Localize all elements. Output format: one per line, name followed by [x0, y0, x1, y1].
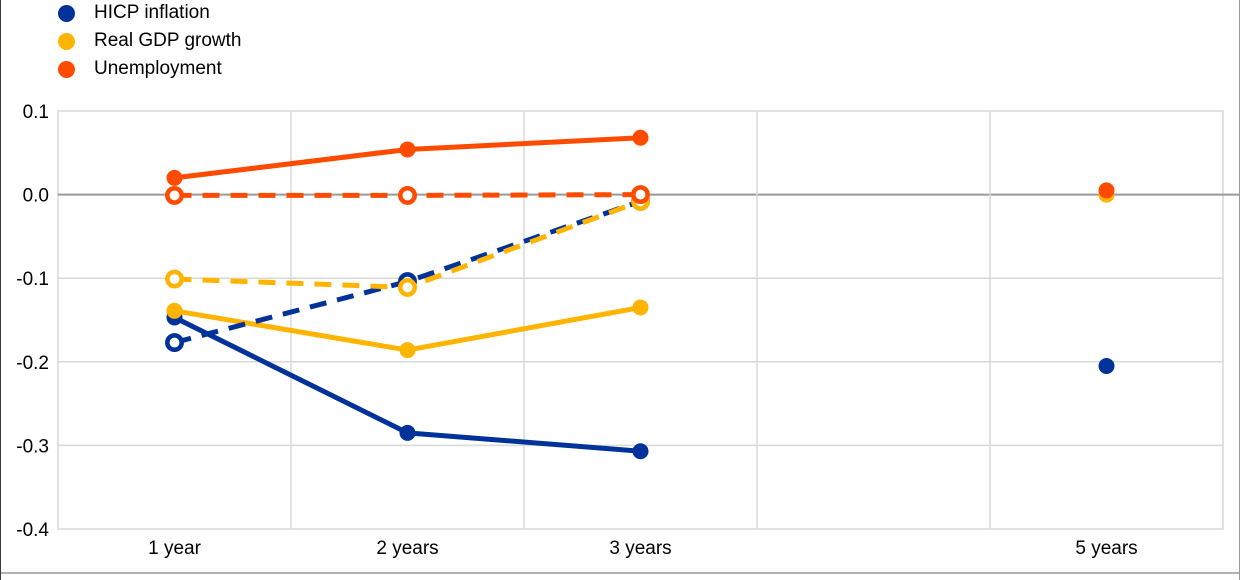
legend-dot-real-gdp-growth	[58, 32, 75, 50]
y-tick-label: -0.3	[16, 436, 49, 457]
series-marker-hicp-inflation	[632, 443, 649, 460]
y-tick-label: -0.4	[16, 520, 49, 541]
series-marker-hicp-inflation-dashed	[165, 333, 184, 353]
legend-label: Real GDP growth	[94, 30, 242, 51]
plot-border	[57, 110, 1224, 530]
series-marker-unemployment-dashed	[398, 185, 417, 205]
series-marker-unemployment	[632, 129, 649, 146]
series-marker-unemployment	[1098, 182, 1115, 199]
series-marker-real-gdp-growth-dashed	[165, 269, 184, 289]
y-tick-label: 0.0	[23, 186, 49, 207]
chart-legend: HICP inflation Real GDP growth Unemploym…	[58, 0, 242, 83]
series-marker-unemployment	[166, 169, 183, 186]
legend-label: HICP inflation	[94, 2, 210, 23]
series-marker-unemployment-dashed	[631, 185, 650, 205]
series-marker-real-gdp-growth	[399, 342, 416, 359]
y-tick-label: -0.1	[16, 269, 49, 290]
x-tick-label: 3 years	[609, 538, 671, 559]
legend-dot-hicp-inflation	[58, 4, 75, 22]
x-tick-label: 5 years	[1075, 538, 1137, 559]
x-tick-label: 1 year	[148, 538, 201, 559]
series-marker-unemployment-dashed	[165, 185, 184, 205]
series-marker-real-gdp-growth	[166, 302, 183, 319]
legend-dot-unemployment	[58, 60, 75, 78]
series-marker-hicp-inflation	[399, 424, 416, 441]
y-tick-label: -0.2	[16, 353, 49, 374]
y-tick-label: 0.1	[23, 102, 49, 123]
x-tick-label: 2 years	[376, 538, 438, 559]
legend-label: Unemployment	[94, 58, 222, 79]
series-marker-real-gdp-growth-dashed	[398, 277, 417, 297]
legend-item-hicp-inflation: HICP inflation	[58, 0, 242, 27]
series-marker-real-gdp-growth	[632, 299, 649, 316]
legend-item-unemployment: Unemployment	[58, 55, 242, 83]
window-bottom-border	[1, 572, 1239, 574]
series-marker-hicp-inflation	[1098, 357, 1115, 374]
series-marker-unemployment	[399, 141, 416, 158]
legend-item-real-gdp-growth: Real GDP growth	[58, 27, 242, 55]
